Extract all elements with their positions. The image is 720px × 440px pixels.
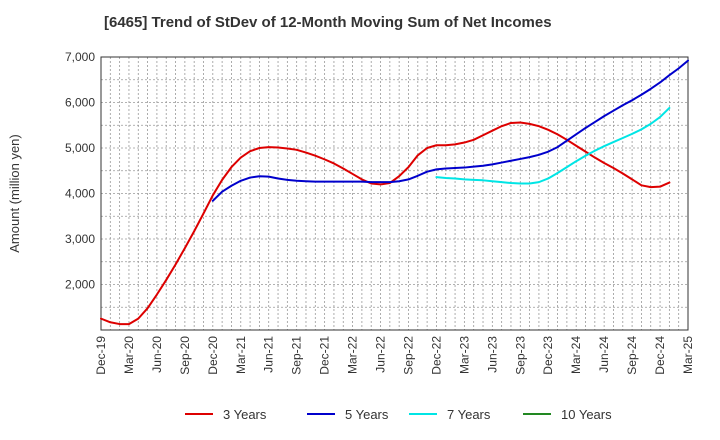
y-axis-ticks: 2,000 3,000 4,000 5,000 6,000 7,000: [65, 50, 95, 292]
series-line-5-years: [211, 59, 689, 202]
grid-lines: [101, 57, 688, 330]
x-tick-label: Jun-22: [374, 336, 388, 373]
y-tick-label: 3,000: [65, 232, 95, 246]
legend: 3 Years 5 Years 7 Years 10 Years: [185, 407, 612, 422]
series-lines: [100, 59, 689, 326]
x-tick-label: Dec-22: [429, 336, 443, 375]
x-tick-label: Sep-23: [513, 336, 527, 375]
x-tick-label: Dec-21: [318, 336, 332, 375]
x-tick-label: Jun-23: [485, 336, 499, 373]
y-tick-label: 7,000: [65, 50, 95, 64]
x-tick-label: Dec-23: [541, 336, 555, 375]
plot-frame: [100, 56, 689, 331]
y-tick-label: 2,000: [65, 278, 95, 292]
x-tick-label: Mar-21: [234, 336, 248, 374]
x-axis-ticks: Dec-19 Mar-20 Jun-20 Sep-20 Dec-20 Mar-21 Jun-…: [94, 336, 695, 375]
series-line-3-years: [100, 121, 671, 326]
series-line-7-years: [435, 106, 671, 185]
legend-label-5-years: 5 Years: [345, 407, 389, 422]
x-tick-label: Mar-25: [681, 336, 695, 374]
x-tick-label: Mar-24: [569, 336, 583, 374]
y-tick-label: 6,000: [65, 96, 95, 110]
y-axis-label: Amount (million yen): [7, 134, 22, 253]
x-tick-label: Jun-24: [597, 336, 611, 373]
x-tick-label: Sep-22: [401, 336, 415, 375]
x-tick-label: Sep-24: [625, 336, 639, 375]
x-tick-label: Dec-19: [94, 336, 108, 375]
x-tick-label: Sep-20: [178, 336, 192, 375]
x-tick-label: Mar-23: [457, 336, 471, 374]
chart-title: [6465] Trend of StDev of 12-Month Moving…: [104, 14, 552, 31]
x-tick-label: Sep-21: [290, 336, 304, 375]
y-tick-label: 4,000: [65, 187, 95, 201]
x-tick-label: Mar-22: [346, 336, 360, 374]
x-tick-label: Dec-24: [653, 336, 667, 375]
legend-label-7-years: 7 Years: [447, 407, 491, 422]
x-tick-label: Mar-20: [122, 336, 136, 374]
legend-label-10-years: 10 Years: [561, 407, 612, 422]
legend-label-3-years: 3 Years: [223, 407, 267, 422]
x-tick-label: Jun-21: [262, 336, 276, 373]
x-tick-label: Jun-20: [150, 336, 164, 373]
x-tick-label: Dec-20: [206, 336, 220, 375]
y-tick-label: 5,000: [65, 141, 95, 155]
